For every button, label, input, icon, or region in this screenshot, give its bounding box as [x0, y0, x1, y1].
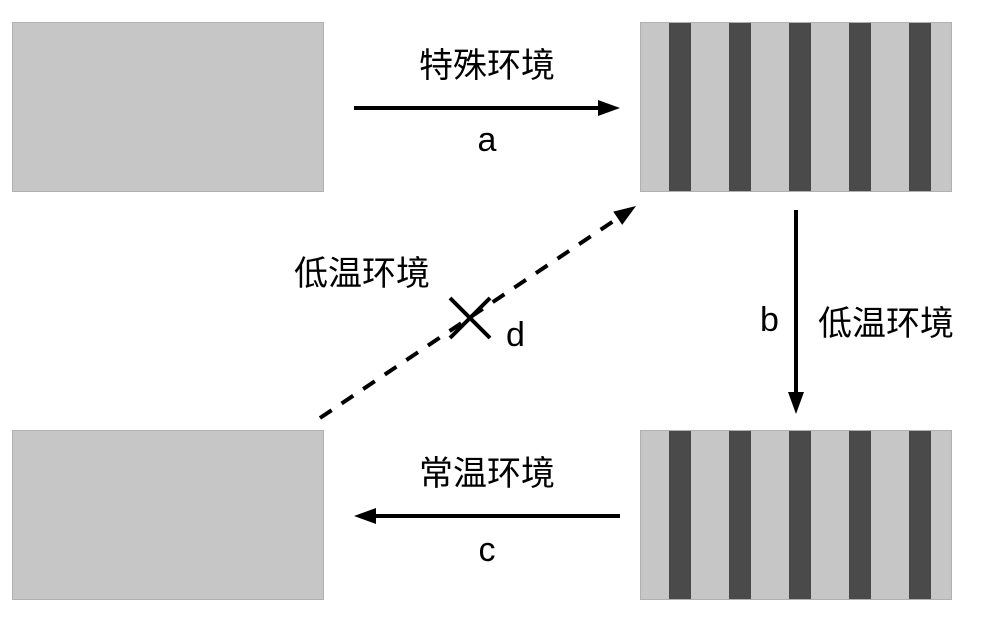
diagram-label: d	[506, 316, 525, 355]
plain-block	[12, 430, 324, 600]
diagram-label: c	[479, 531, 496, 570]
stripe	[789, 23, 811, 191]
diagram-label: 特殊环境	[419, 38, 555, 87]
stripe	[669, 23, 691, 191]
arrow-b	[788, 210, 804, 414]
diagram-label: 低温环境	[818, 296, 954, 345]
diagram-label: a	[478, 121, 497, 160]
diagram-label: b	[760, 301, 779, 340]
arrow-d	[320, 206, 636, 418]
diagram-label: 低温环境	[294, 246, 430, 295]
stripe	[729, 431, 751, 599]
stripe	[909, 431, 931, 599]
striped-block	[640, 22, 952, 192]
stripe	[729, 23, 751, 191]
stripe	[669, 431, 691, 599]
stripe	[789, 431, 811, 599]
arrow-c	[354, 508, 620, 524]
arrow-a	[354, 100, 620, 116]
stripe	[849, 23, 871, 191]
stripe	[849, 431, 871, 599]
plain-block	[12, 22, 324, 192]
stripe	[909, 23, 931, 191]
striped-block	[640, 430, 952, 600]
diagram-label: 常温环境	[419, 446, 555, 495]
